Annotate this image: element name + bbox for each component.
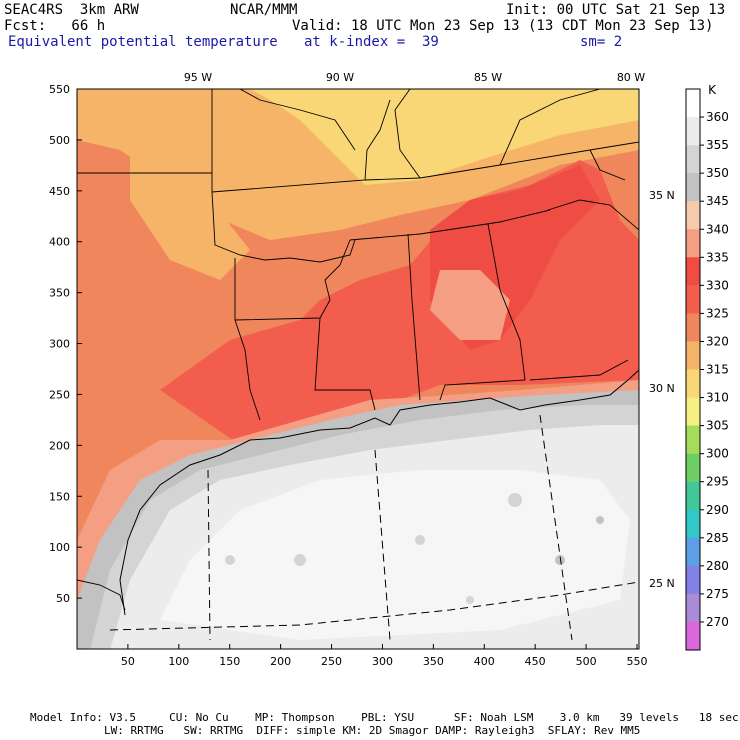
colorbar-label: 355	[706, 138, 729, 152]
colorbar-swatch	[686, 341, 700, 370]
colorbar-unit: K	[708, 83, 717, 97]
colorbar-swatch	[686, 454, 700, 483]
colorbar-swatch	[686, 201, 700, 230]
colorbar-label: 345	[706, 194, 729, 208]
y-tick-label: 500	[49, 134, 70, 147]
colorbar-swatch	[686, 145, 700, 174]
colorbar-label: 340	[706, 222, 729, 236]
x-tick-label: 450	[525, 655, 546, 668]
longitude-label: 90 W	[326, 71, 354, 84]
x-tick-label: 150	[219, 655, 240, 668]
colorbar: K 360 355 350 345 340 335 330 325 320 315 310 305 300…	[686, 83, 729, 651]
longitude-label: 95 W	[184, 71, 212, 84]
colorbar-swatch	[686, 89, 700, 118]
colorbar-swatch	[686, 257, 700, 286]
longitude-labels: 95 W 90 W 85 W 80 W	[184, 71, 645, 84]
x-tick-label: 550	[627, 655, 648, 668]
model-info-line1: Model Info: V3.5 CU: No Cu MP: Thompson …	[30, 712, 739, 724]
y-tick-label: 350	[49, 287, 70, 300]
colorbar-swatch	[686, 566, 700, 595]
x-tick-label: 250	[321, 655, 342, 668]
colorbar-swatch	[686, 370, 700, 399]
colorbar-label: 310	[706, 391, 729, 405]
x-tick-label: 50	[121, 655, 135, 668]
latitude-label: 25 N	[649, 577, 675, 590]
y-tick-label: 400	[49, 236, 70, 249]
y-tick-label: 150	[49, 490, 70, 503]
colorbar-label: 330	[706, 278, 729, 292]
colorbar-label: 280	[706, 559, 729, 573]
colorbar-label: 300	[706, 447, 729, 461]
colorbar-swatch	[686, 398, 700, 427]
latitude-label: 30 N	[649, 382, 675, 395]
colorbar-label: 360	[706, 110, 729, 124]
model-info-line2: LW: RRTMG SW: RRTMG DIFF: simple KM: 2D …	[104, 725, 640, 737]
colorbar-swatch	[686, 538, 700, 567]
y-tick-label: 250	[49, 388, 70, 401]
colorbar-swatch	[686, 285, 700, 314]
y-tick-label: 550	[49, 83, 70, 96]
colorbar-label: 275	[706, 587, 729, 601]
colorbar-label: 350	[706, 166, 729, 180]
colorbar-swatch	[686, 594, 700, 623]
colorbar-swatch	[686, 229, 700, 258]
colorbar-label: 270	[706, 615, 729, 629]
colorbar-swatch	[686, 313, 700, 342]
x-tick-label: 200	[270, 655, 291, 668]
y-tick-label: 200	[49, 439, 70, 452]
x-tick-label: 500	[576, 655, 597, 668]
colorbar-label: 335	[706, 250, 729, 264]
x-tick-label: 350	[423, 655, 444, 668]
latitude-label: 35 N	[649, 189, 675, 202]
y-tick-label: 450	[49, 185, 70, 198]
longitude-label: 80 W	[617, 71, 645, 84]
colorbar-label: 295	[706, 475, 729, 489]
colorbar-label: 305	[706, 419, 729, 433]
theta-e-field	[77, 89, 639, 650]
colorbar-label: 315	[706, 363, 729, 377]
colorbar-swatch	[686, 622, 700, 651]
colorbar-swatch	[686, 426, 700, 455]
colorbar-label: 325	[706, 306, 729, 320]
colorbar-swatch	[686, 482, 700, 511]
y-tick-label: 50	[56, 592, 70, 605]
colorbar-label: 290	[706, 503, 729, 517]
colorbar-swatch	[686, 173, 700, 202]
x-tick-label: 400	[474, 655, 495, 668]
colorbar-label: 285	[706, 531, 729, 545]
colorbar-label: 320	[706, 334, 729, 348]
latitude-labels: 35 N 30 N 25 N	[649, 189, 675, 590]
y-tick-label: 300	[49, 338, 70, 351]
map-plot: 50 100 150 200 250 300 350 400 450 500 550 550 500 4…	[0, 0, 740, 740]
colorbar-swatch	[686, 510, 700, 539]
y-tick-label: 100	[49, 541, 70, 554]
longitude-label: 85 W	[474, 71, 502, 84]
x-tick-label: 100	[168, 655, 189, 668]
x-tick-label: 300	[372, 655, 393, 668]
colorbar-swatch	[686, 117, 700, 146]
